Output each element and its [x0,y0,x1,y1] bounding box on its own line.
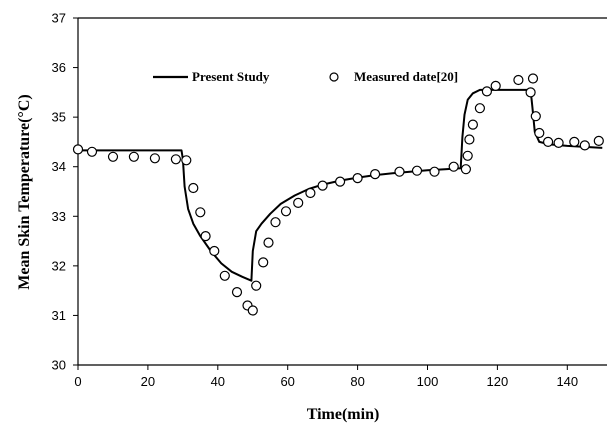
measured-data-point [86,146,98,157]
measured-data-point [200,231,211,242]
measured-data-point [72,144,84,155]
measured-data-point [280,206,292,217]
measured-data-point [593,135,604,146]
x-tick-label: 80 [350,374,364,389]
measured-data-point [542,136,554,147]
measured-data-point [128,151,139,162]
x-tick-label: 40 [211,374,225,389]
measured-data-point [195,207,206,218]
measured-data-point [317,180,328,191]
measured-data-point [527,73,539,84]
y-tick-label: 35 [52,110,66,125]
measured-data-point [335,176,346,187]
measured-data-point [209,245,220,257]
measured-data-point [411,165,423,176]
measured-data-point [270,217,281,228]
measured-data-point [569,136,580,147]
x-tick-label: 60 [280,374,294,389]
y-tick-label: 31 [52,308,66,323]
x-tick-label: 140 [556,374,578,389]
measured-data-point [219,270,230,281]
legend: Present Study Measured date[20] [153,69,458,84]
y-tick-label: 36 [52,60,66,75]
y-tick-label: 37 [52,11,66,26]
measured-data-point [513,74,524,86]
measured-data-point [448,161,459,172]
y-ticks: 30 31 32 33 34 35 36 37 [52,11,78,373]
measured-data-point [170,154,181,165]
measured-data-point [188,182,199,194]
measured-data-point [460,164,471,175]
measured-data-point [258,257,269,268]
measured-data-point [481,86,492,97]
measured-data-point [370,169,381,180]
x-axis-title: Time(min) [307,406,380,423]
measured-data-point [352,173,363,184]
measured-data-point [429,166,440,177]
measured-data-point [525,87,536,98]
measured-data-point [251,280,262,291]
measured-data-point [263,237,274,248]
measured-data-point [394,166,405,177]
y-axis-title: Mean Skin Temperature(°C) [16,94,33,289]
measured-data-point [474,103,485,114]
measured-data-point [534,127,545,139]
y-tick-label: 33 [52,209,66,224]
measured-data-point [107,151,119,162]
measured-data-point [579,140,590,151]
x-tick-label: 120 [487,374,509,389]
measured-data-point [464,134,475,145]
measured-data-point [181,155,192,166]
x-ticks: 0 20 40 60 80 100 120 140 [74,365,578,389]
y-tick-label: 34 [52,159,66,174]
x-tick-label: 0 [74,374,81,389]
legend-label-present-study: Present Study [192,69,270,84]
legend-label-measured: Measured date[20] [354,69,458,84]
x-tick-label: 100 [417,374,439,389]
measured-data-point [553,137,564,148]
series-layer [72,73,604,316]
plot-area: 0 20 40 60 80 100 120 140 30 31 32 33 34 35 36 37 [52,11,607,389]
y-tick-label: 30 [52,358,66,373]
y-tick-label: 32 [52,258,66,273]
measured-data-point [490,80,501,92]
x-tick-label: 20 [141,374,155,389]
measured-data-point [467,119,478,130]
measured-data-point [530,111,541,122]
measured-data-point [305,187,316,199]
measured-data-point [462,150,473,161]
legend-marker-swatch [329,72,339,82]
measured-data-point [293,197,304,208]
measured-data-point [231,287,243,298]
measured-data-point [247,305,258,316]
measured-data-point [149,153,160,164]
